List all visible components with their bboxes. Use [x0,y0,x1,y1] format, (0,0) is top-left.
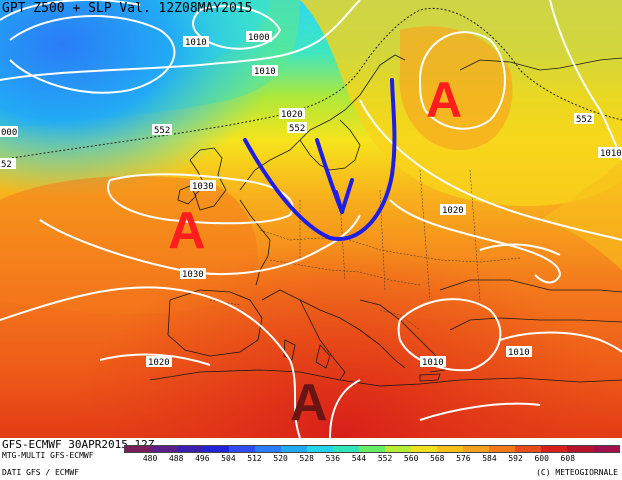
pressure-label: 1000 [246,31,272,43]
svg-text:1030: 1030 [192,182,214,192]
model-run-label: GFS-ECMWF 30APR2015 12Z [2,438,155,451]
svg-text:552: 552 [154,126,170,136]
high-pressure-north: A [426,72,462,128]
high-pressure-west: A [168,202,206,260]
color-scale-tick: 480 [142,454,158,463]
height-label: 552 [574,113,594,125]
color-scale-swatch [333,446,359,452]
color-scale-labels: 480 488 496 504 512 520 528 536 544 552 560 568 576 5… [124,454,620,466]
pressure-label: 1010 [506,346,532,358]
height-label: 52 [0,158,16,170]
svg-text:552: 552 [576,115,592,125]
color-scale-tick: 576 [456,454,471,463]
color-scale-tick: 584 [482,454,497,463]
pressure-label: 1010 [183,36,209,48]
color-scale-swatch [463,446,489,452]
svg-text:552: 552 [289,124,305,134]
color-scale-swatch [385,446,411,452]
copyright-label: (C) METEOGIORNALE [536,468,618,477]
data-source-label: DATI GFS / ECMWF [2,468,80,477]
pressure-label: 1010 [598,147,622,159]
color-scale-swatch [151,446,177,452]
isobar-labels: 1010 1000 1010 1020 1030 1030 1020 1020 … [0,31,622,368]
color-scale-swatch [489,446,515,452]
color-scale-swatch [593,446,619,452]
color-scale-swatch [515,446,541,452]
color-scale-swatch [541,446,567,452]
edge-label: 000 [0,126,18,138]
color-scale-tick: 496 [195,454,210,463]
pressure-label: 1010 [420,356,446,368]
svg-text:52: 52 [1,160,12,170]
trough-arrow [243,78,397,242]
color-scale-swatch [359,446,385,452]
color-scale-tick: 568 [430,454,445,463]
field-red-south [0,0,622,438]
svg-text:1010: 1010 [508,348,530,358]
contour-552 [0,8,622,161]
isobars [0,0,622,438]
color-scale-tick: 608 [560,454,576,463]
svg-text:1020: 1020 [148,358,170,368]
high-pressure-south: A [290,374,328,432]
weather-map: 1010 1000 1010 1020 1030 1030 1020 1020 … [0,0,622,438]
field-yellow-east [540,160,622,270]
svg-text:000: 000 [1,128,17,138]
color-scale-tick: 536 [325,454,341,463]
color-scale-swatch [411,446,437,452]
color-scale-tick: 504 [221,454,236,463]
color-scale-tick: 552 [377,454,393,463]
color-scale-tick: 488 [168,454,184,463]
svg-text:1020: 1020 [281,110,303,120]
pressure-label: 1020 [279,108,305,120]
svg-text:1010: 1010 [185,38,207,48]
svg-text:1020: 1020 [442,206,464,216]
multi-model-label: MTG-MULTI GFS-ECMWF [2,451,94,460]
map-svg: 1010 1000 1010 1020 1030 1030 1020 1020 … [0,0,622,438]
color-scale-swatch [125,446,151,452]
color-scale-tick: 560 [403,454,419,463]
svg-text:1010: 1010 [422,358,444,368]
color-scale-swatch [567,446,593,452]
svg-text:1000: 1000 [248,33,270,43]
footer: GFS-ECMWF 30APR2015 12Z MTG-MULTI GFS-EC… [0,438,622,480]
color-scale-tick: 592 [508,454,523,463]
color-scale-tick: 544 [351,454,367,463]
color-scale-swatch [307,446,333,452]
color-scale-tick: 528 [299,454,314,463]
pressure-label: 1020 [440,204,466,216]
map-title: GPT Z500 + SLP Val. 12Z08MAY2015 [2,1,253,16]
color-scale-tick: 520 [273,454,288,463]
pressure-label: 1020 [146,356,172,368]
color-scale-bar [124,445,620,453]
pressure-label: 1030 [190,180,216,192]
color-scale-swatch [177,446,203,452]
color-scale-tick: 600 [534,454,549,463]
pressure-label: 1010 [252,65,278,77]
color-scale-swatch [437,446,463,452]
color-scale-tick: 512 [247,454,262,463]
color-scale-swatch [281,446,307,452]
height-label: 552 [152,124,172,136]
svg-text:1010: 1010 [600,149,622,159]
color-scale-swatch [203,446,229,452]
coastlines [149,54,622,387]
color-scale-swatch [229,446,255,452]
height-label: 552 [287,122,307,134]
color-scale-swatch [255,446,281,452]
svg-text:1030: 1030 [182,270,204,280]
pressure-label: 1030 [180,268,206,280]
svg-text:1010: 1010 [254,67,276,77]
